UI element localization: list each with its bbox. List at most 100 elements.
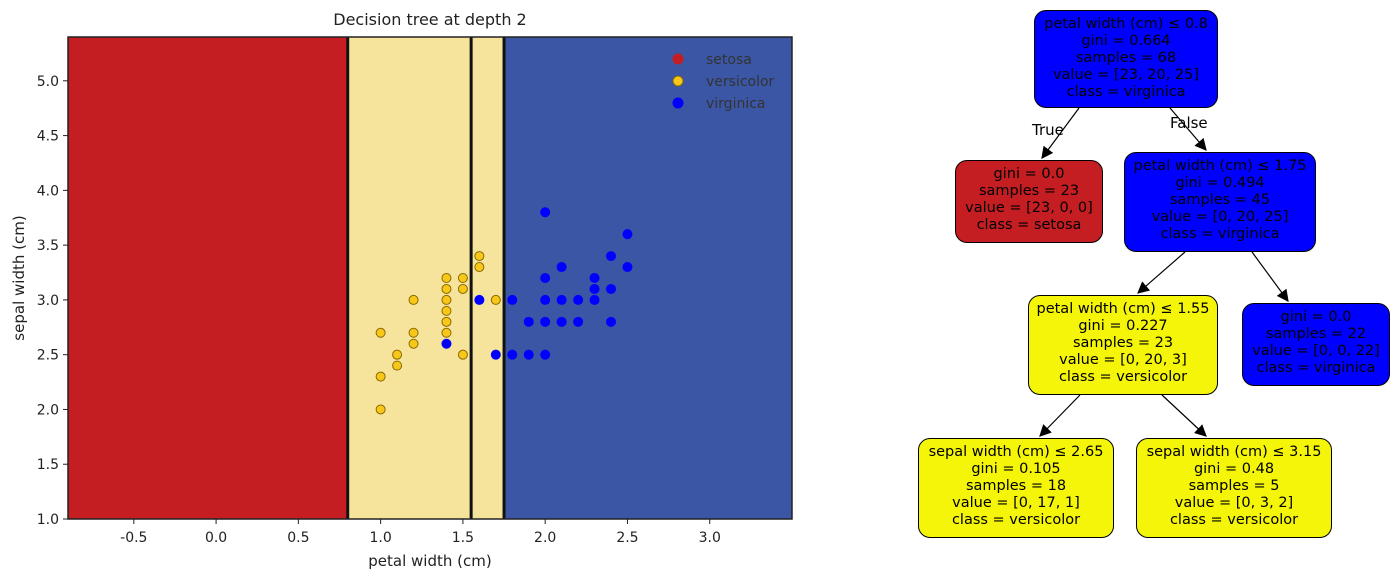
data-point-virginica (607, 284, 616, 293)
data-point-setosa (245, 274, 254, 283)
data-point-virginica (475, 295, 484, 304)
tree-node-right-left: petal width (cm) ≤ 1.55 gini = 0.227 sam… (1028, 295, 1218, 395)
node-line: class = versicolor (1029, 369, 1217, 386)
data-point-virginica (541, 295, 550, 304)
y-tick-label: 4.5 (37, 129, 59, 145)
data-point-setosa (245, 263, 254, 272)
data-point-setosa (245, 208, 254, 217)
node-line: class = versicolor (919, 512, 1113, 529)
data-point-virginica (607, 252, 616, 261)
data-point-versicolor (442, 274, 451, 283)
data-point-virginica (442, 339, 451, 348)
data-point-virginica (574, 295, 583, 304)
data-point-virginica (524, 350, 533, 359)
node-line: value = [23, 0, 0] (956, 200, 1102, 217)
x-tick-label: 2.0 (534, 530, 556, 546)
node-line: petal width (cm) ≤ 1.75 (1125, 158, 1315, 175)
data-point-virginica (541, 208, 550, 217)
legend-marker-versicolor (673, 76, 683, 86)
data-point-versicolor (376, 372, 385, 381)
data-point-versicolor (442, 306, 451, 315)
decision-region-versicolor (348, 37, 471, 519)
data-point-setosa (277, 197, 286, 206)
data-point-virginica (623, 230, 632, 239)
data-point-setosa (277, 208, 286, 217)
edge-label-true: True (1032, 121, 1064, 139)
data-point-virginica (508, 350, 517, 359)
data-point-virginica (623, 263, 632, 272)
x-tick-label: -0.5 (120, 530, 147, 546)
data-point-versicolor (442, 328, 451, 337)
data-point-virginica (557, 295, 566, 304)
node-line: class = virginica (1243, 360, 1389, 377)
data-point-versicolor (458, 284, 467, 293)
edge-label-false: False (1170, 114, 1208, 132)
y-tick-label: 5.0 (37, 74, 59, 90)
node-line: value = [0, 3, 2] (1137, 495, 1331, 512)
node-line: gini = 0.227 (1029, 318, 1217, 335)
y-tick-label: 2.5 (37, 348, 59, 364)
data-point-versicolor (458, 274, 467, 283)
node-line: samples = 5 (1137, 478, 1331, 495)
data-point-versicolor (458, 350, 467, 359)
decision-region-setosa (68, 37, 348, 519)
data-point-setosa (261, 241, 270, 250)
x-tick-label: 3.0 (699, 530, 721, 546)
node-line: gini = 0.494 (1125, 175, 1315, 192)
data-point-virginica (590, 284, 599, 293)
data-point-setosa (228, 295, 237, 304)
data-point-virginica (491, 350, 500, 359)
x-tick-label: 0.0 (205, 530, 227, 546)
data-point-setosa (261, 208, 270, 217)
node-line: samples = 22 (1243, 326, 1389, 343)
legend-marker-virginica (673, 98, 683, 108)
node-line: petal width (cm) ≤ 0.8 (1035, 16, 1217, 33)
data-point-versicolor (475, 252, 484, 261)
node-line: value = [0, 20, 3] (1029, 352, 1217, 369)
data-point-virginica (607, 317, 616, 326)
node-line: samples = 18 (919, 478, 1113, 495)
data-point-virginica (590, 274, 599, 283)
data-point-setosa (228, 241, 237, 250)
edge-rl-rlr (1162, 395, 1206, 436)
node-line: sepal width (cm) ≤ 2.65 (919, 444, 1113, 461)
node-line: gini = 0.48 (1137, 461, 1331, 478)
data-point-versicolor (442, 295, 451, 304)
data-point-virginica (574, 317, 583, 326)
node-line: samples = 68 (1035, 50, 1217, 67)
data-point-setosa (245, 230, 254, 239)
data-point-versicolor (442, 284, 451, 293)
x-tick-label: 1.5 (452, 530, 474, 546)
legend-label-versicolor: versicolor (706, 74, 775, 90)
node-line: samples = 45 (1125, 192, 1315, 209)
data-point-virginica (557, 263, 566, 272)
x-axis-label: petal width (cm) (368, 552, 491, 570)
x-tick-label: 1.0 (370, 530, 392, 546)
node-line: class = setosa (956, 217, 1102, 234)
data-point-setosa (245, 295, 254, 304)
data-point-virginica (524, 317, 533, 326)
y-tick-label: 2.0 (37, 402, 59, 418)
data-point-versicolor (475, 263, 484, 272)
data-point-versicolor (409, 328, 418, 337)
data-point-versicolor (491, 295, 500, 304)
node-line: class = virginica (1125, 226, 1315, 243)
y-axis-label: sepal width (cm) (10, 215, 28, 340)
data-point-setosa (228, 284, 237, 293)
data-point-versicolor (393, 350, 402, 359)
edge-rl-rll (1040, 395, 1080, 436)
y-tick-label: 1.5 (37, 457, 59, 473)
data-point-setosa (245, 284, 254, 293)
y-tick-label: 1.0 (37, 512, 59, 528)
tree-node-leaf-sepal-2-65: sepal width (cm) ≤ 2.65 gini = 0.105 sam… (918, 438, 1114, 538)
data-point-virginica (557, 317, 566, 326)
data-point-setosa (245, 219, 254, 228)
node-line: samples = 23 (1029, 335, 1217, 352)
decision-boundary-plot: -0.5 0.0 0.5 1.0 1.5 2.0 2.5 3.0 1.0 1.5 2.0 2.5 3.0… (0, 0, 820, 580)
y-tick-label: 4.0 (37, 183, 59, 199)
data-point-setosa (245, 175, 254, 184)
y-tick-label: 3.0 (37, 293, 59, 309)
tree-node-root: petal width (cm) ≤ 0.8 gini = 0.664 samp… (1034, 10, 1218, 108)
node-line: petal width (cm) ≤ 1.55 (1029, 301, 1217, 318)
data-point-virginica (541, 274, 550, 283)
